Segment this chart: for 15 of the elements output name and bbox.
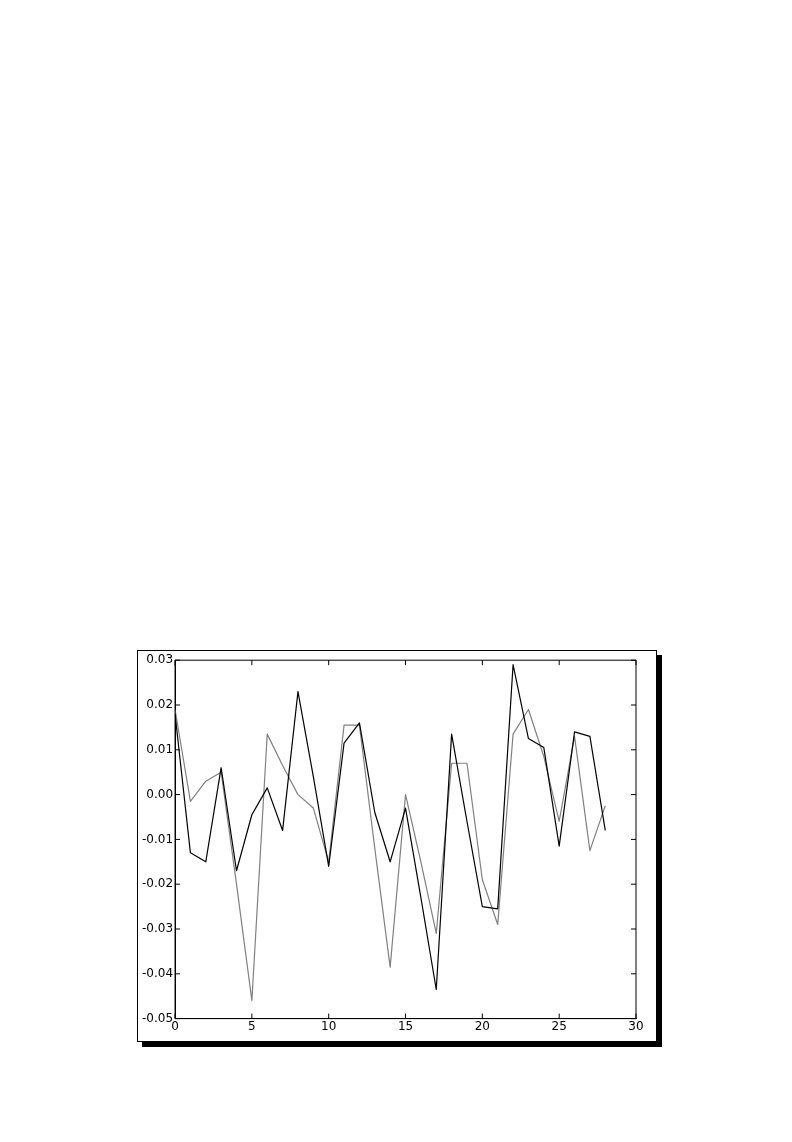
y-tick-label: 0.00: [146, 786, 174, 801]
x-tick-label: 5: [248, 1018, 256, 1033]
x-tick-label: 15: [397, 1018, 414, 1033]
y-tick-label: 0.02: [146, 697, 174, 712]
y-tick-label: -0.01: [141, 831, 174, 846]
x-tick-label: 25: [551, 1018, 567, 1033]
y-tick-label: -0.04: [141, 965, 174, 980]
y-tick-label: -0.02: [141, 876, 174, 891]
x-tick-label: 0: [171, 1018, 179, 1033]
y-tick-label: 0.03: [146, 652, 174, 667]
x-tick-label: 10: [321, 1018, 337, 1033]
x-tick-label: 20: [474, 1018, 490, 1033]
x-tick-label: 30: [628, 1018, 644, 1033]
y-tick-label: -0.03: [141, 921, 174, 936]
y-tick-label: 0.01: [146, 741, 174, 756]
